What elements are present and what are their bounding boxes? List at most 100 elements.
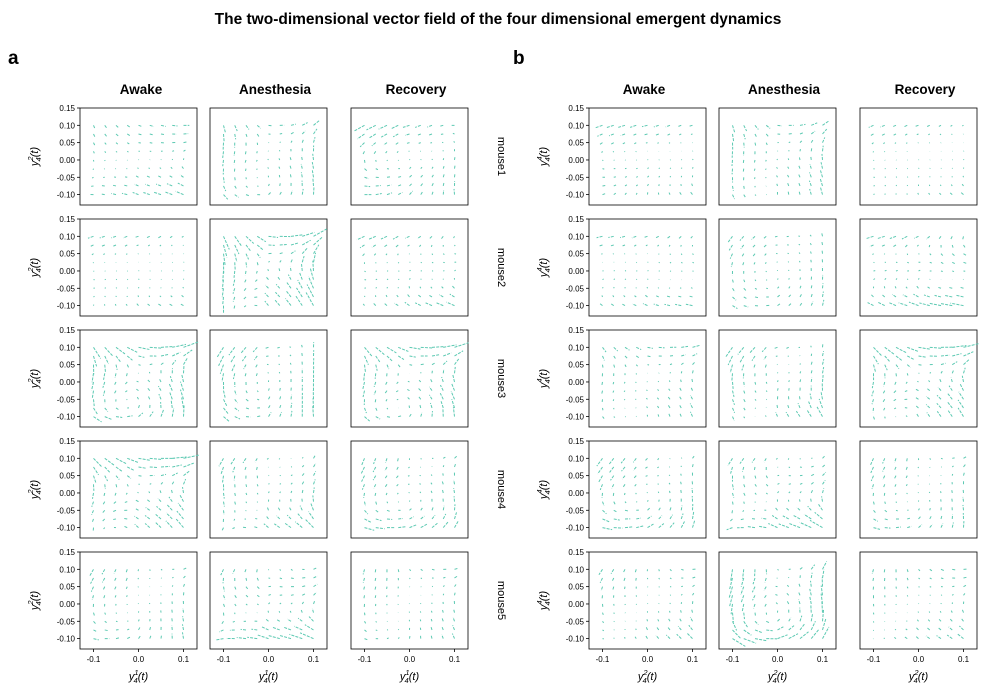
vector-arrow	[160, 345, 174, 348]
vector-arrow	[870, 133, 874, 137]
vector-arrow	[602, 278, 604, 281]
vector-arrow	[952, 353, 962, 357]
vector-arrow	[668, 192, 671, 195]
vector-arrow	[397, 569, 400, 573]
vector-arrow	[952, 345, 967, 348]
vector-arrow	[776, 175, 778, 178]
vector-arrow	[300, 609, 303, 613]
vector-arrow	[730, 262, 733, 268]
vector-arrow	[171, 617, 173, 622]
vector-arrow	[157, 385, 162, 391]
vector-arrow	[93, 125, 96, 129]
vector-arrow	[169, 376, 173, 383]
vector-arrow	[608, 458, 615, 465]
vector-arrow	[869, 244, 874, 248]
vector-arrow	[764, 415, 767, 417]
vector-arrow	[665, 634, 671, 639]
y-tick-label: 0.00	[59, 378, 75, 387]
vector-arrow	[222, 151, 224, 158]
vector-arrow	[951, 369, 955, 374]
vector-arrow	[610, 244, 614, 247]
vector-arrow	[115, 150, 118, 153]
vector-arrow	[918, 167, 920, 169]
vector-arrow	[751, 586, 756, 593]
vector-arrow	[764, 262, 767, 264]
y-tick-label: 0.15	[59, 326, 75, 335]
vector-arrow	[232, 466, 236, 473]
vector-arrow	[893, 133, 897, 136]
vector-arrow	[256, 577, 259, 581]
vector-arrow	[232, 620, 235, 623]
vector-arrow	[417, 387, 422, 391]
mouse-label-mouse2: mouse2	[495, 248, 507, 287]
vector-arrow	[895, 355, 903, 362]
vector-arrow	[91, 510, 94, 516]
vector-arrow	[950, 184, 953, 187]
vector-arrow	[798, 583, 801, 587]
vector-arrow	[742, 262, 745, 266]
vector-arrow	[126, 142, 130, 145]
vector-arrow	[125, 303, 128, 306]
vector-arrow	[113, 509, 117, 512]
vector-arrow	[90, 577, 94, 584]
vector-arrow	[149, 411, 154, 417]
vector-arrow	[689, 403, 693, 409]
vector-arrow	[362, 390, 365, 398]
x-axis-label: y2 4(t)	[908, 668, 929, 685]
vector-arrow	[172, 456, 187, 459]
y-tick-label: -0.05	[57, 284, 76, 293]
vector-arrow	[613, 509, 618, 513]
vector-arrow	[361, 484, 365, 490]
vector-arrow	[918, 568, 921, 572]
vector-arrow	[891, 293, 897, 298]
vector-arrow	[655, 634, 660, 639]
vector-arrow	[138, 404, 140, 409]
vector-arrow	[240, 628, 247, 631]
vector-arrow	[301, 256, 305, 263]
vector-arrow	[285, 298, 292, 306]
vector-arrow	[220, 466, 224, 475]
vector-arrow	[443, 344, 457, 348]
vector-arrow	[278, 363, 281, 366]
vector-arrow	[102, 390, 106, 396]
vector-arrow	[294, 521, 303, 528]
vector-arrow	[373, 253, 377, 256]
vector-arrow	[657, 405, 660, 409]
y-tick-label: 0.15	[59, 104, 75, 113]
vector-arrow	[277, 346, 280, 349]
vector-arrow	[149, 457, 163, 461]
vector-arrow	[822, 359, 825, 365]
vector-arrow	[960, 192, 964, 195]
vector-arrow	[138, 475, 143, 477]
vector-arrow	[782, 515, 789, 520]
vector-arrow	[453, 141, 455, 143]
vector-arrow	[91, 373, 94, 383]
vector-arrow	[442, 173, 445, 178]
vector-arrow	[799, 623, 806, 631]
vector-arrow	[938, 286, 942, 289]
vector-arrow	[928, 133, 931, 136]
vector-arrow	[230, 458, 236, 465]
vector-arrow	[634, 636, 637, 639]
vector-arrow	[937, 627, 942, 631]
vector-arrow	[420, 278, 422, 280]
vector-arrow	[362, 577, 365, 583]
vector-arrow	[623, 390, 626, 393]
vector-arrow	[313, 600, 316, 605]
axes-frame	[859, 107, 978, 206]
vector-arrow	[777, 388, 779, 391]
vector-arrow	[810, 301, 814, 306]
vector-arrow	[822, 569, 825, 579]
vector-arrow	[115, 364, 118, 370]
vector-arrow	[179, 381, 184, 391]
vector-arrow	[254, 364, 258, 369]
vector-arrow	[602, 355, 605, 361]
vector-arrow	[302, 585, 306, 588]
vector-arrow	[256, 253, 261, 258]
vector-arrow	[799, 615, 803, 622]
vector-arrow	[222, 296, 224, 306]
axes-frame	[350, 218, 469, 317]
vector-arrow	[635, 184, 638, 187]
vector-arrow	[362, 381, 365, 390]
vector-arrow	[905, 466, 908, 470]
